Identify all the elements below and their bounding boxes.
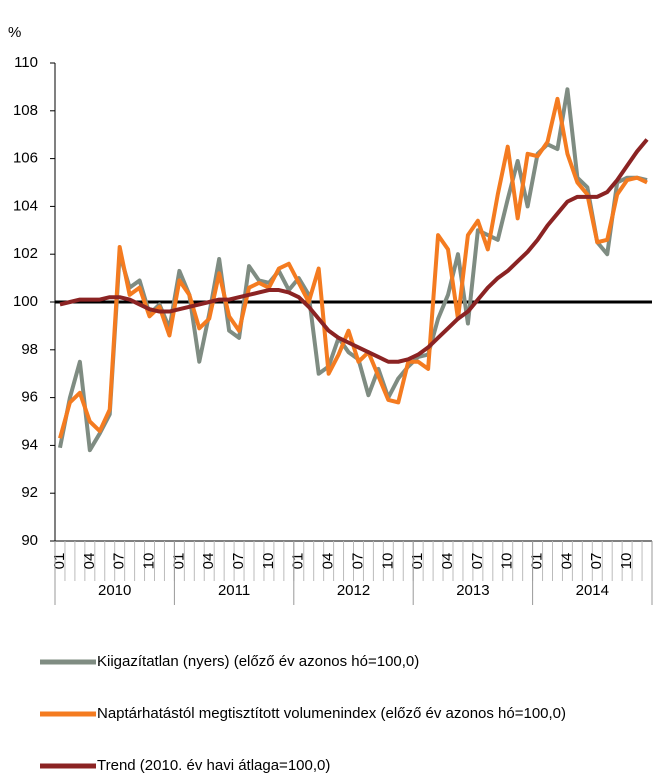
- x-tick-label: 07: [111, 553, 128, 570]
- legend-label: Trend (2010. év havi átlaga=100,0): [97, 757, 330, 774]
- y-tick-label: 98: [21, 341, 38, 358]
- y-tick-label: 94: [21, 436, 38, 453]
- x-group-label: 2011: [218, 582, 250, 599]
- series-line: [59, 138, 649, 364]
- y-tick-label: 96: [21, 389, 38, 406]
- x-group-label: 2013: [456, 582, 489, 599]
- legend-label: Kiigazítatlan (nyers) (előző év azonos h…: [97, 653, 419, 670]
- x-tick-label: 10: [260, 553, 277, 570]
- x-tick-label: 04: [439, 553, 456, 570]
- x-group-label: 2012: [337, 582, 370, 599]
- x-tick-label: 10: [140, 553, 157, 570]
- x-tick-label: 04: [200, 553, 217, 570]
- y-tick-label: 90: [21, 532, 38, 549]
- x-tick-label: 07: [469, 553, 486, 570]
- y-tick-label: 100: [13, 293, 38, 310]
- series-line: [58, 87, 648, 453]
- legend-label: Naptárhatástól megtisztított volumeninde…: [97, 705, 566, 722]
- x-tick-label: 04: [558, 553, 575, 570]
- x-tick-label: 04: [320, 553, 337, 570]
- x-tick-label: 10: [379, 553, 396, 570]
- y-tick-label: 92: [21, 484, 38, 501]
- y-tick-label: 108: [13, 102, 38, 119]
- x-tick-label: 10: [618, 553, 635, 570]
- x-tick-label: 07: [349, 553, 366, 570]
- x-tick-label: 10: [499, 553, 516, 570]
- x-group-label: 2014: [576, 582, 609, 599]
- y-tick-label: 104: [13, 197, 38, 214]
- x-tick-label: 04: [81, 553, 98, 570]
- x-tick-label: 07: [588, 553, 605, 570]
- y-tick-label: 102: [13, 245, 38, 262]
- x-tick-label: 07: [230, 553, 247, 570]
- y-tick-label: 106: [13, 150, 38, 167]
- x-group-label: 2010: [98, 582, 131, 599]
- y-unit-label: %: [8, 24, 21, 41]
- y-tick-label: 110: [14, 54, 38, 71]
